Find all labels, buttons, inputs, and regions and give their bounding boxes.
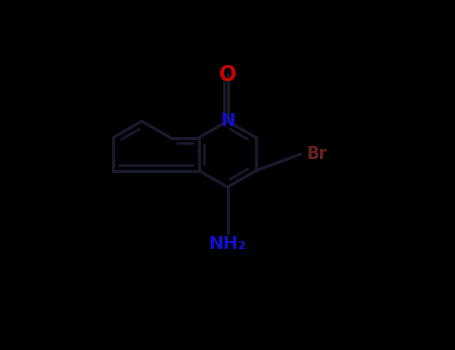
Text: N: N bbox=[220, 112, 235, 130]
Text: NH₂: NH₂ bbox=[208, 235, 247, 253]
Text: O: O bbox=[219, 65, 236, 85]
Text: Br: Br bbox=[307, 145, 328, 163]
